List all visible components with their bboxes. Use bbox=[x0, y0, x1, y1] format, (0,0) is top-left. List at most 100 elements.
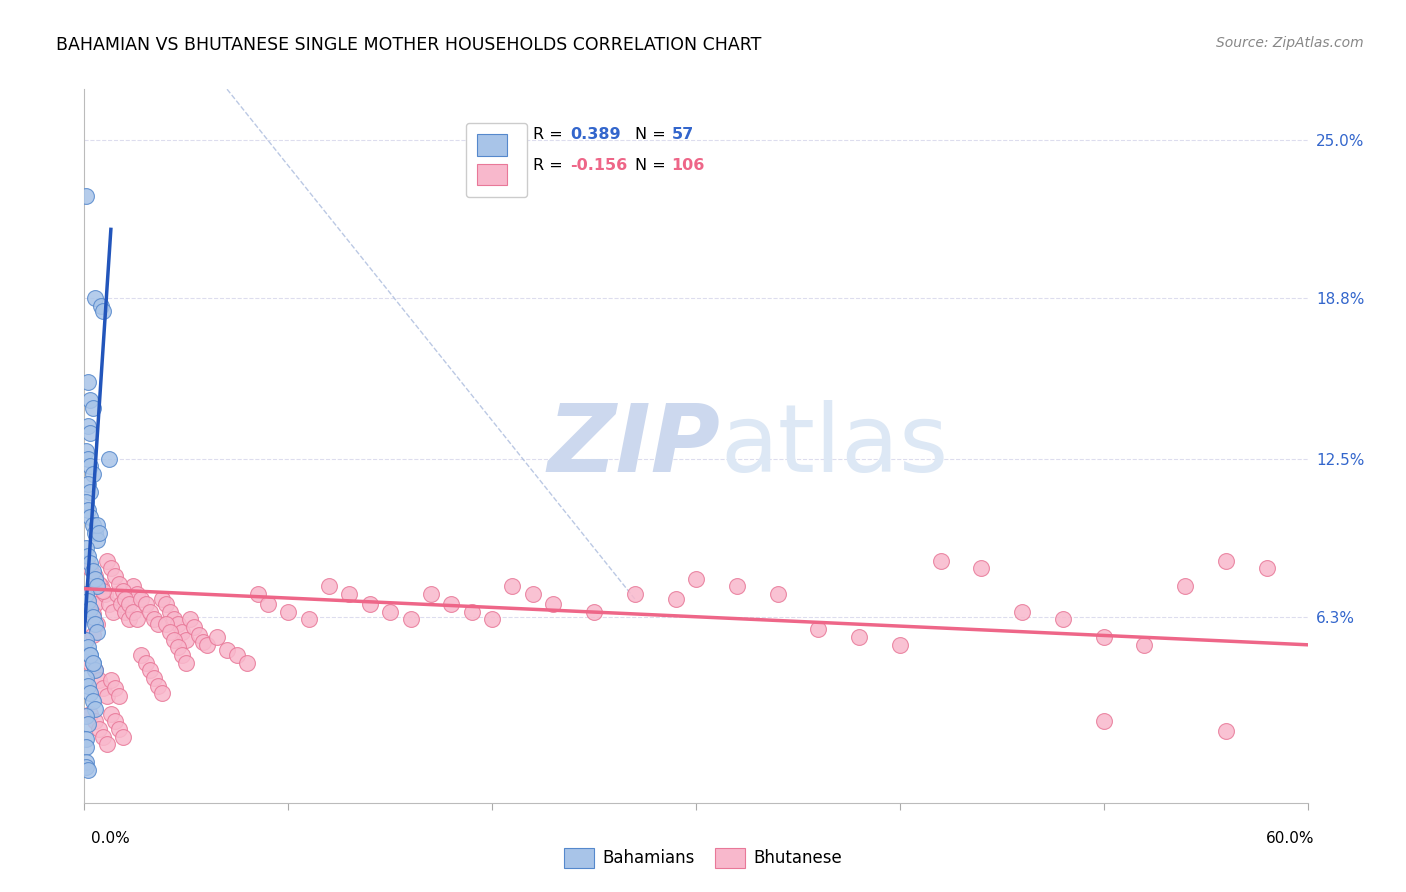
Point bbox=[122, 605, 145, 619]
Point bbox=[807, 623, 830, 637]
Point bbox=[159, 625, 181, 640]
Point bbox=[77, 679, 100, 693]
Point bbox=[172, 648, 194, 662]
Text: atlas: atlas bbox=[720, 400, 949, 492]
Point bbox=[86, 617, 108, 632]
Point bbox=[246, 587, 269, 601]
Point bbox=[112, 730, 135, 744]
Point bbox=[110, 597, 132, 611]
Point bbox=[77, 716, 100, 731]
Point bbox=[766, 587, 789, 601]
Point bbox=[1256, 561, 1278, 575]
Text: -0.156: -0.156 bbox=[569, 158, 627, 173]
Point bbox=[1052, 612, 1074, 626]
Point bbox=[665, 591, 688, 606]
Point bbox=[399, 612, 422, 626]
Point bbox=[101, 605, 124, 619]
Point bbox=[1011, 605, 1033, 619]
Point bbox=[167, 617, 190, 632]
Point bbox=[104, 714, 127, 729]
Point bbox=[82, 656, 104, 670]
Point bbox=[86, 533, 108, 548]
Point bbox=[83, 525, 105, 540]
Point bbox=[75, 189, 97, 203]
Point bbox=[150, 686, 173, 700]
Point bbox=[79, 459, 101, 474]
Point bbox=[298, 612, 321, 626]
Text: R =: R = bbox=[533, 127, 568, 142]
Point bbox=[1092, 714, 1115, 729]
Point bbox=[104, 681, 127, 695]
Point bbox=[75, 671, 97, 685]
Text: 57: 57 bbox=[672, 127, 693, 142]
Point bbox=[77, 451, 100, 466]
Point bbox=[163, 632, 186, 647]
Point bbox=[1215, 554, 1237, 568]
Point bbox=[522, 587, 544, 601]
Point bbox=[83, 663, 105, 677]
Point bbox=[100, 673, 122, 688]
Point bbox=[79, 484, 101, 499]
Point bbox=[146, 679, 169, 693]
Point bbox=[583, 605, 606, 619]
Point bbox=[77, 763, 100, 777]
Point bbox=[114, 591, 136, 606]
Text: N =: N = bbox=[636, 127, 671, 142]
Point bbox=[624, 587, 647, 601]
Point bbox=[195, 638, 218, 652]
Point bbox=[1092, 630, 1115, 644]
Point bbox=[105, 587, 128, 601]
Point bbox=[75, 739, 97, 754]
Point bbox=[226, 648, 249, 662]
Point bbox=[970, 561, 993, 575]
Point bbox=[502, 579, 524, 593]
Point bbox=[257, 597, 280, 611]
Point bbox=[685, 572, 707, 586]
Point bbox=[543, 597, 565, 611]
Text: R =: R = bbox=[533, 158, 568, 173]
Point bbox=[82, 694, 104, 708]
Point bbox=[86, 625, 108, 640]
Point bbox=[77, 640, 100, 655]
Point bbox=[93, 587, 115, 601]
Point bbox=[79, 556, 101, 570]
Point bbox=[87, 673, 110, 688]
Point bbox=[138, 663, 160, 677]
Point bbox=[96, 737, 118, 751]
Point bbox=[318, 579, 340, 593]
Point bbox=[83, 617, 105, 632]
Text: Source: ZipAtlas.com: Source: ZipAtlas.com bbox=[1216, 36, 1364, 50]
Point bbox=[118, 612, 141, 626]
Point bbox=[79, 561, 101, 575]
Point bbox=[75, 732, 97, 747]
Point bbox=[97, 597, 120, 611]
Point bbox=[155, 597, 177, 611]
Point bbox=[79, 510, 101, 524]
Point bbox=[82, 564, 104, 578]
Point bbox=[87, 722, 110, 736]
Point bbox=[96, 554, 118, 568]
Point bbox=[380, 605, 402, 619]
Point bbox=[91, 681, 114, 695]
Point bbox=[83, 663, 105, 677]
Point bbox=[79, 706, 101, 721]
Point bbox=[83, 597, 105, 611]
Point bbox=[131, 591, 153, 606]
Point bbox=[90, 299, 112, 313]
Point bbox=[82, 518, 104, 533]
Point bbox=[187, 627, 209, 641]
Legend: , : , bbox=[465, 122, 527, 197]
Point bbox=[114, 605, 136, 619]
Point bbox=[1215, 724, 1237, 739]
Point bbox=[79, 426, 101, 441]
Point bbox=[75, 755, 97, 769]
Text: N =: N = bbox=[636, 158, 671, 173]
Point bbox=[91, 304, 114, 318]
Point bbox=[420, 587, 443, 601]
Point bbox=[79, 393, 101, 408]
Point bbox=[75, 444, 97, 458]
Point bbox=[155, 617, 177, 632]
Point bbox=[104, 569, 127, 583]
Point bbox=[440, 597, 463, 611]
Point bbox=[167, 640, 190, 655]
